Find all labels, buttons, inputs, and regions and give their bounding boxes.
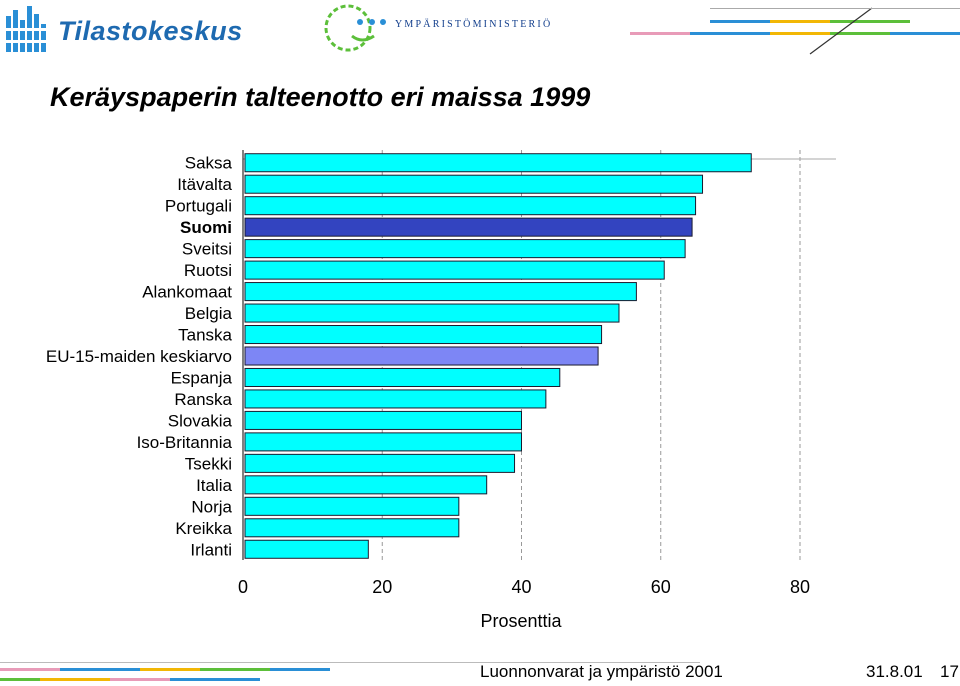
bar [244,196,697,216]
x-tick-label: 40 [511,577,531,597]
category-label: Irlanti [190,540,232,559]
x-tick-label: 80 [790,577,810,597]
category-label: Alankomaat [142,283,232,302]
header: Tilastokeskus YMPÄRISTÖMINISTERIÖ [0,0,960,60]
ministry-name: YMPÄRISTÖMINISTERIÖ [395,19,553,30]
x-tick-label: 0 [238,577,248,597]
bar [244,260,665,280]
category-label: Ruotsi [184,261,232,280]
bar [244,539,369,559]
x-tick-label: 20 [372,577,392,597]
category-label: Ranska [174,390,232,409]
bar [244,346,599,366]
footer-date: 31.8.01 [866,662,923,681]
category-label: Iso-Britannia [137,433,233,452]
category-label: Italia [196,476,232,495]
tilastokeskus-logo-icon [6,6,48,52]
bar-chart: Saksa Itävalta Portugali Suomi Sveitsi Ruotsi… [46,150,836,631]
bar [244,496,460,516]
bar [244,432,522,452]
category-label: Suomi [180,218,232,237]
footer-publication: Luonnonvarat ja ympäristö 2001 [480,662,723,681]
category-label: Espanja [171,368,233,387]
category-label: Tanska [178,326,232,345]
bar [244,303,620,323]
org-name: Tilastokeskus [58,16,243,46]
chart-title: Keräyspaperin talteenotto eri maissa 199… [50,82,591,112]
ministry-logo-icon [324,4,386,52]
category-label: Belgia [185,304,233,323]
category-label: Portugali [165,197,232,216]
category-label: Itävalta [177,175,232,194]
bar [244,389,547,409]
page-number: 17 [940,662,959,681]
bar [244,410,522,430]
bar [244,239,686,259]
x-tick-label: 60 [651,577,671,597]
category-label: Norja [191,497,232,516]
bar [244,174,704,194]
bar [244,217,693,237]
category-label: Saksa [185,154,233,173]
x-axis-label: Prosenttia [480,611,562,631]
header-decoration-icon [630,7,960,55]
bar [244,153,752,173]
bar [244,475,488,495]
bar [244,367,561,387]
bar [244,518,460,538]
category-label: Tsekki [185,454,232,473]
footer-decoration-icon [0,662,700,681]
category-label: EU-15-maiden keskiarvo [46,347,232,366]
bar [244,282,637,302]
category-label: Slovakia [168,411,233,430]
bar [244,453,516,473]
category-label: Sveitsi [182,240,232,259]
bar [244,325,603,345]
category-label: Kreikka [175,519,232,538]
